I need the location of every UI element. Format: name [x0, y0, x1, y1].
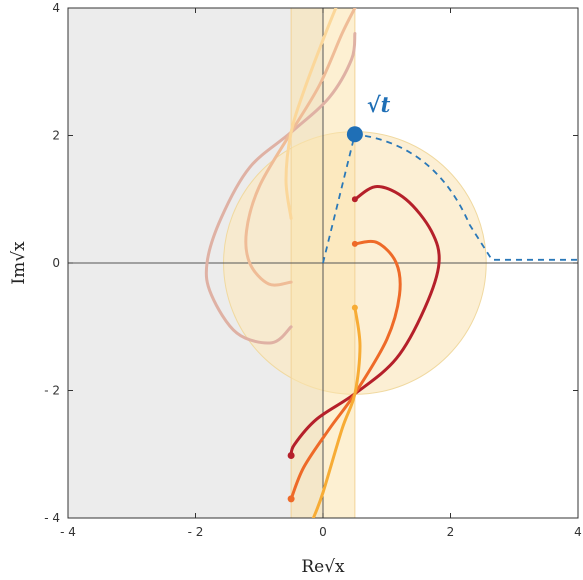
curve-1: [289, 184, 441, 457]
x-tick-label: 0: [319, 525, 327, 539]
y-tick-label: 0: [52, 256, 60, 270]
curve-2: [289, 239, 402, 501]
x-tick-label: - 2: [188, 525, 204, 539]
x-axis-label: Re√x: [301, 557, 345, 577]
curve-4: [204, 32, 357, 345]
curve-5: [244, 8, 357, 287]
curve-1-end-dot: [287, 452, 295, 460]
x-tick-label: - 4: [60, 525, 76, 539]
y-tick-label: 2: [52, 129, 60, 143]
y-tick-label: 4: [52, 1, 60, 15]
y-tick-label: - 2: [44, 384, 60, 398]
curve-2-end-dot: [287, 495, 295, 503]
tick-labels: - 4 - 2 0 2 4 4 2 0 - 2 - 4: [44, 1, 582, 539]
sqrt-t-marker: [346, 126, 363, 143]
x-tick-label: 2: [447, 525, 455, 539]
y-axis-label: Im√x: [9, 241, 29, 285]
sqrt-t-label: √t: [367, 92, 391, 117]
curve-3-start-dot: [351, 304, 358, 311]
curve-6: [284, 8, 338, 220]
curve-3: [311, 306, 362, 518]
integration-contour: [322, 133, 578, 264]
curves: [204, 8, 578, 518]
curve-2-start-dot: [351, 240, 358, 247]
curve-1-start-dot: [351, 196, 358, 203]
y-tick-label: - 4: [44, 511, 60, 525]
x-tick-label: 4: [574, 525, 582, 539]
